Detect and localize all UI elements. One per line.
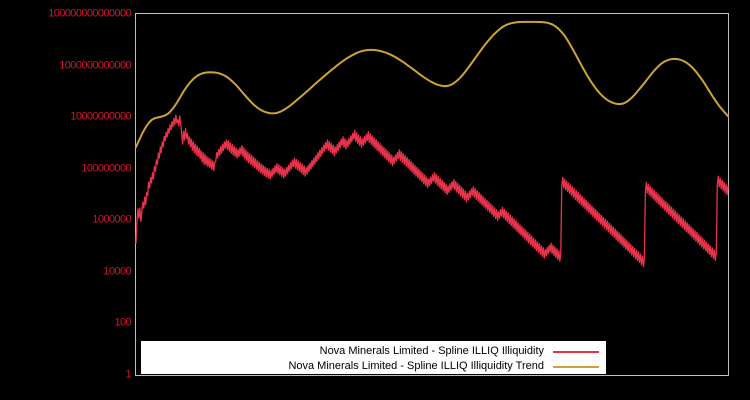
- legend-item-trend: Nova Minerals Limited - Spline ILLIQ Ill…: [142, 359, 605, 374]
- y-axis-tick-label: 100: [114, 316, 131, 329]
- y-axis-tick-label: 1000000: [92, 213, 131, 226]
- chart-legend: Nova Minerals Limited - Spline ILLIQ Ill…: [141, 341, 606, 374]
- series-line-illiquidity: [135, 114, 729, 268]
- legend-swatch-trend: [553, 365, 599, 368]
- y-axis-tick-label: 10000000000: [70, 110, 131, 123]
- y-axis-tick-label: 10000: [103, 265, 131, 278]
- series-layer: [135, 20, 729, 268]
- series-line-trend: [135, 20, 729, 148]
- legend-label-trend: Nova Minerals Limited - Spline ILLIQ Ill…: [288, 360, 544, 372]
- legend-label-illiquidity: Nova Minerals Limited - Spline ILLIQ Ill…: [319, 345, 544, 357]
- y-axis-tick-label: 1000000000000: [59, 59, 131, 72]
- y-axis-tick-label: 1: [125, 368, 131, 381]
- y-axis-tick-label: 100000000000000: [48, 7, 131, 20]
- legend-item-illiquidity: Nova Minerals Limited - Spline ILLIQ Ill…: [142, 344, 605, 359]
- legend-swatch-illiquidity: [553, 350, 599, 353]
- y-axis-tick-label: 100000000: [81, 162, 131, 175]
- plot-frame: [135, 13, 729, 376]
